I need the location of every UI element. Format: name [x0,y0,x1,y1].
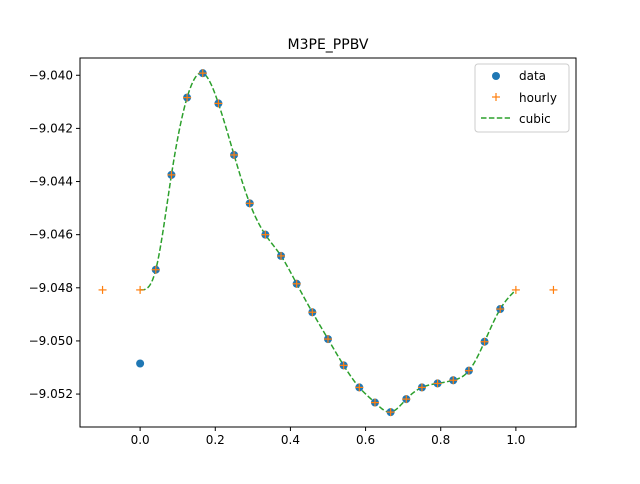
x-tick-label: 0.2 [206,433,225,447]
hourly-point [339,361,348,370]
hourly-point [292,279,301,288]
hourly-point [324,335,332,344]
hourly-point [151,265,160,274]
x-tick-label: 0.8 [431,433,450,447]
hourly-point [480,337,489,346]
legend-box [474,63,570,133]
hourly-point [402,395,411,404]
hourly-point [511,285,520,294]
hourly-point [198,69,207,78]
hourly-point [433,379,442,388]
hourly-point [464,366,473,375]
hourly-point [449,376,458,385]
hourly-point [214,99,223,108]
hourly-point [370,398,379,407]
chart-title: M3PE_PPBV [288,37,369,53]
y-axis: −9.040 −9.042 −9.044 −9.046 −9.048 −9.050 −9.0… [29,68,80,401]
x-tick-label: 0.6 [356,433,375,447]
x-tick-label: 1.0 [506,433,525,447]
hourly-point [136,285,145,294]
hourly-point [386,408,395,417]
hourly-point [417,383,426,392]
y-tick-label: −9.042 [29,121,73,135]
legend-hourly-label: hourly [519,91,557,105]
plot-area [98,69,558,417]
legend-data-label: data [519,69,546,83]
hourly-point [245,199,254,208]
x-tick-label: 0.4 [281,433,300,447]
hourly-point [167,170,176,179]
y-tick-label: −9.040 [29,68,73,82]
y-tick-label: −9.050 [29,334,73,348]
legend-data-marker [492,72,500,80]
hourly-point [183,93,192,102]
data-point [136,359,145,368]
legend: data hourly cubic [474,63,570,133]
y-tick-label: −9.044 [29,175,73,189]
legend-cubic-label: cubic [519,112,551,126]
y-tick-label: −9.048 [29,281,73,295]
hourly-point [308,308,317,317]
x-axis: 0.0 0.2 0.4 0.6 0.8 1.0 [131,427,525,447]
hourly-point [355,383,364,392]
y-tick-label: −9.052 [29,387,73,401]
x-tick-label: 0.0 [131,433,150,447]
hourly-point [230,150,239,159]
hourly-point [98,285,107,294]
hourly-series [98,69,558,417]
hourly-point [277,251,286,260]
hourly-point [261,230,270,239]
y-tick-label: −9.046 [29,228,73,242]
axes-frame [79,57,577,428]
hourly-point [496,305,505,314]
hourly-point [549,285,558,294]
